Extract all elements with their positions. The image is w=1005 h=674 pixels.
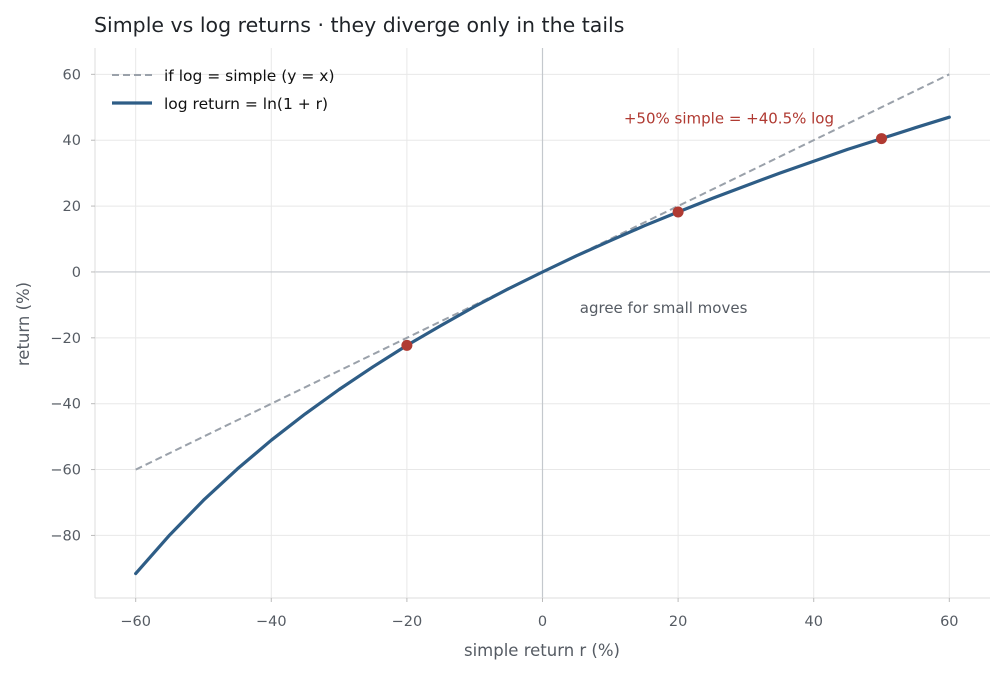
y-tick-label: 60 (63, 67, 81, 83)
tail-annotation: +50% simple = +40.5% log (624, 110, 834, 128)
y-tick-label: 40 (63, 133, 81, 149)
highlight-point (401, 339, 413, 351)
annotations-layer: +50% simple = +40.5% log agree for small … (580, 110, 834, 317)
chart-title: Simple vs log returns · they diverge onl… (94, 13, 624, 37)
y-axis-label: return (%) (14, 282, 33, 366)
x-tick-label: 60 (940, 614, 958, 630)
points-layer (401, 133, 888, 351)
ticks-layer: −60 −40 −20 0 20 40 60 −80 −60 −40 −20 0 20 40 60 (50, 67, 958, 630)
x-tick-label: −40 (256, 614, 287, 630)
legend-label: if log = simple (y = x) (164, 67, 335, 85)
x-tick-label: 20 (669, 614, 687, 630)
legend: if log = simple (y = x) log return = ln(1… (112, 67, 335, 113)
y-tick-label: −80 (50, 528, 81, 544)
zero-lines (95, 48, 990, 598)
y-tick-label: −60 (50, 463, 81, 479)
x-tick-label: −60 (120, 614, 151, 630)
highlight-point (876, 133, 888, 145)
small-moves-annotation: agree for small moves (580, 299, 748, 317)
y-tick-label: 0 (72, 265, 81, 281)
series-layer (134, 73, 951, 576)
y-tick-label: −40 (50, 397, 81, 413)
x-tick-label: 0 (538, 614, 547, 630)
y-tick-label: −20 (50, 331, 81, 347)
y-tick-label: 20 (63, 199, 81, 215)
x-axis-label: simple return r (%) (464, 641, 620, 660)
legend-label: log return = ln(1 + r) (164, 95, 328, 113)
x-tick-label: −20 (392, 614, 423, 630)
x-tick-label: 40 (804, 614, 822, 630)
log-return-curve (134, 115, 951, 576)
highlight-point (672, 206, 684, 218)
